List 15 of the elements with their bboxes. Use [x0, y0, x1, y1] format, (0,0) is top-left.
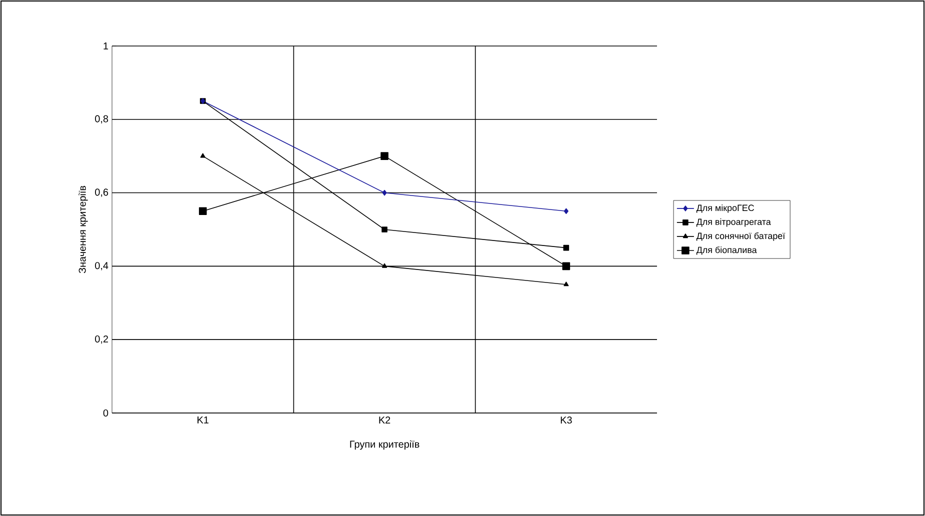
y-tick-label: 0,8 [95, 115, 108, 124]
y-tick-label: 0,4 [95, 262, 108, 270]
x-tick-label: K1 [198, 416, 208, 424]
x-tick-label: K3 [560, 416, 572, 424]
legend-label: Для мікроГЕС [696, 204, 754, 213]
legend-label: Для вітроагрегата [696, 218, 771, 227]
y-tick-label: 0,2 [95, 335, 108, 344]
x-tick-label: K2 [379, 416, 390, 424]
y-tick-label: 0,6 [95, 188, 108, 197]
y-tick-label: 1 [104, 42, 108, 50]
legend-label: Для біопалива [696, 246, 757, 255]
legend-label: Для сонячної батареї [696, 232, 786, 241]
y-axis-title: Значення критеріїв [78, 186, 88, 274]
x-axis-title: Групи критеріїв [350, 440, 420, 450]
y-tick-label: 0 [103, 409, 108, 417]
